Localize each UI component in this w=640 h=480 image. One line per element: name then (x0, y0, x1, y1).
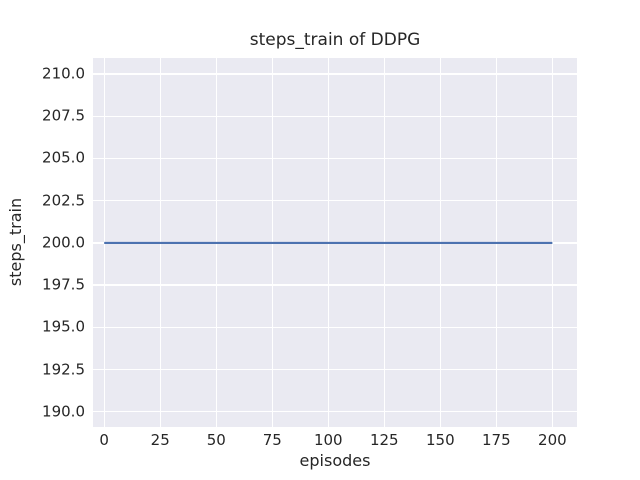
y-gridline (93, 73, 577, 75)
y-axis-label: steps_train (6, 197, 25, 287)
y-gridline (93, 284, 577, 286)
y-tick-label: 190.0 (42, 402, 85, 421)
series-layer (104, 241, 553, 245)
x-tick-label: 125 (369, 431, 399, 449)
x-tick-label: 100 (313, 431, 343, 449)
y-tick-label: 195.0 (42, 317, 85, 336)
chart-title: steps_train of DDPG (249, 30, 421, 50)
y-gridline (93, 368, 577, 371)
y-tick-label: 205.0 (42, 148, 85, 167)
x-tick-label: 175 (482, 431, 511, 449)
y-gridline (93, 115, 577, 117)
x-tick-label: 50 (206, 431, 226, 449)
y-gridline (93, 200, 577, 202)
x-tick-label: 25 (150, 431, 170, 449)
y-gridline (93, 411, 577, 413)
x-tick-label: 0 (99, 431, 109, 449)
y-tick-label: 210.0 (42, 64, 85, 83)
x-axis-label: episodes (299, 451, 371, 470)
y-tick-label: 202.5 (42, 191, 85, 210)
y-tick-label: 207.5 (42, 106, 85, 125)
y-gridline (93, 157, 577, 160)
plot-area (93, 58, 577, 427)
y-tick-label: 197.5 (42, 275, 85, 294)
y-tick-label: 192.5 (42, 360, 85, 379)
x-tick-label: 75 (262, 431, 282, 449)
x-tick-label: 200 (538, 431, 567, 449)
y-gridline (93, 326, 577, 329)
x-tick-label: 150 (425, 431, 455, 449)
y-tick-label: 200.0 (42, 233, 85, 252)
